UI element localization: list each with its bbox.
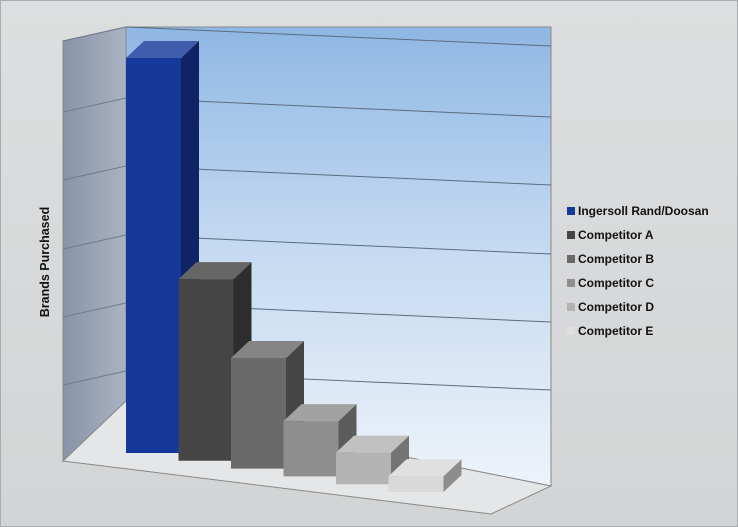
legend: Ingersoll Rand/Doosan Competitor A Compe… [567, 199, 709, 343]
bar-top [388, 459, 462, 477]
legend-swatch [567, 231, 575, 239]
bar [388, 459, 462, 492]
gridline [62, 370, 127, 386]
legend-item: Competitor A [567, 223, 709, 247]
bar-front [336, 452, 391, 485]
bar-top [336, 435, 409, 453]
side-wall [62, 26, 127, 463]
bars [126, 41, 462, 492]
bar-front [178, 279, 234, 461]
legend-swatch [567, 207, 575, 215]
bar-top [231, 341, 304, 358]
gridline [62, 234, 127, 250]
legend-label: Competitor C [578, 276, 654, 290]
bar-front [283, 421, 339, 477]
bar [283, 404, 357, 477]
gridline [62, 97, 127, 113]
legend-swatch [567, 327, 575, 335]
legend-label: Ingersoll Rand/Doosan [578, 204, 709, 218]
bar-front [231, 358, 286, 469]
legend-swatch [567, 279, 575, 287]
gridline [62, 26, 127, 42]
y-axis-label: Brands Purchased [38, 206, 52, 318]
legend-label: Competitor E [578, 324, 654, 338]
bar-front [388, 476, 444, 492]
legend-item: Competitor D [567, 295, 709, 319]
legend-item: Competitor E [567, 319, 709, 343]
gridline [62, 165, 127, 181]
legend-label: Competitor D [578, 300, 654, 314]
legend-swatch [567, 255, 575, 263]
legend-swatch [567, 303, 575, 311]
bar-top [178, 262, 252, 280]
gridline [125, 26, 552, 47]
bar-top [126, 41, 199, 58]
legend-item: Ingersoll Rand/Doosan [567, 199, 709, 223]
legend-label: Competitor B [578, 252, 654, 266]
legend-label: Competitor A [578, 228, 654, 242]
bar-side [443, 459, 462, 492]
legend-item: Competitor B [567, 247, 709, 271]
gridline [62, 302, 127, 318]
legend-item: Competitor C [567, 271, 709, 295]
bar-front [126, 58, 181, 453]
bar-top [283, 404, 357, 422]
